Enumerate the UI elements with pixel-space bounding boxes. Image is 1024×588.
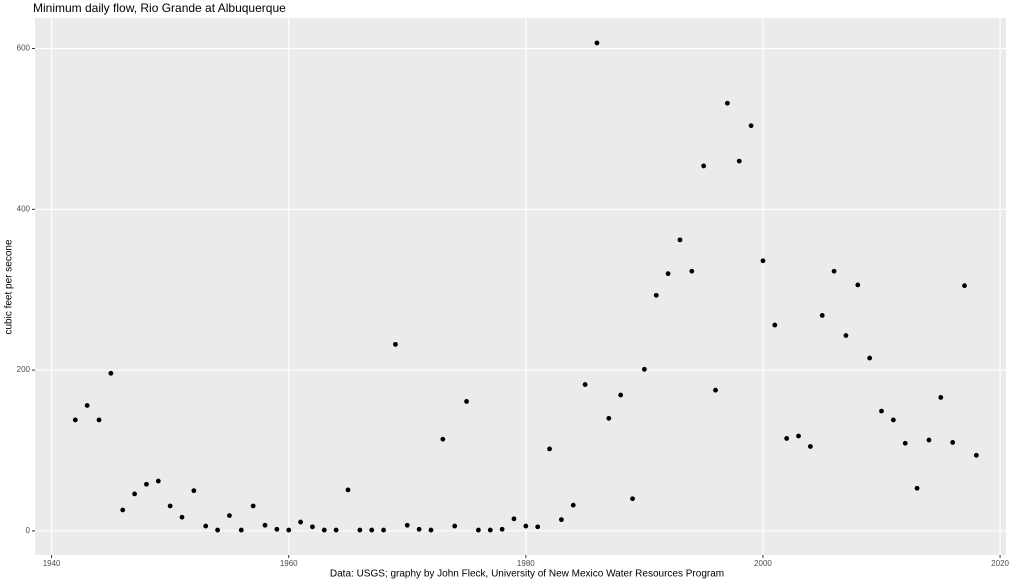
point <box>321 527 327 533</box>
point <box>274 526 280 532</box>
y-axis-label: cubic feet per secone <box>4 239 15 334</box>
point <box>724 100 730 106</box>
point <box>618 392 624 398</box>
point <box>298 519 303 525</box>
chart-title: Minimum daily flow, Rio Grande at Albuqu… <box>33 1 286 15</box>
point <box>120 507 126 513</box>
point <box>179 514 185 520</box>
point <box>736 158 742 164</box>
point <box>416 526 422 532</box>
point <box>167 503 173 509</box>
point <box>310 524 315 530</box>
point <box>748 123 754 129</box>
point <box>227 513 232 519</box>
x-tick-label: 1940 <box>43 559 61 568</box>
point <box>582 382 588 387</box>
point <box>357 527 363 533</box>
point <box>203 523 209 529</box>
point <box>902 440 908 446</box>
point <box>464 399 469 404</box>
point <box>713 387 718 393</box>
point <box>606 415 612 421</box>
point <box>677 237 683 243</box>
point <box>819 313 825 318</box>
point <box>345 487 351 493</box>
point <box>238 527 244 533</box>
y-tick-label: 400 <box>17 204 31 213</box>
x-tick-label: 1960 <box>280 559 298 568</box>
point <box>559 517 564 523</box>
x-tick-label: 2020 <box>991 559 1009 568</box>
point <box>938 395 944 400</box>
x-axis-label: Data: USGS; graphy by John Fleck, Univer… <box>330 569 724 580</box>
point <box>72 417 78 423</box>
y-tick-label: 600 <box>17 44 31 53</box>
point <box>487 527 493 533</box>
point <box>440 436 446 442</box>
point <box>784 436 790 441</box>
point <box>807 444 813 449</box>
y-tick-label: 0 <box>26 526 31 535</box>
point <box>879 408 884 414</box>
point <box>867 355 873 361</box>
point <box>381 527 386 533</box>
point <box>547 446 552 452</box>
point <box>84 403 90 408</box>
point <box>132 491 137 497</box>
point <box>796 433 801 439</box>
point <box>476 527 481 533</box>
point <box>262 522 268 528</box>
point <box>215 527 220 533</box>
point <box>523 523 529 529</box>
point <box>428 527 434 533</box>
point <box>641 366 647 372</box>
point <box>973 452 979 458</box>
point <box>962 283 967 289</box>
point <box>144 481 149 487</box>
point <box>499 526 505 532</box>
point <box>191 488 197 494</box>
point <box>890 417 896 423</box>
point <box>653 292 659 298</box>
point <box>855 282 861 288</box>
point <box>689 268 695 274</box>
point <box>843 333 849 338</box>
point <box>926 437 932 443</box>
point <box>950 440 956 445</box>
point <box>831 268 837 274</box>
x-tick-label: 2000 <box>754 559 772 568</box>
y-tick-label: 200 <box>17 365 31 374</box>
point <box>701 163 707 169</box>
point <box>96 417 102 423</box>
point <box>393 341 398 347</box>
point <box>250 503 256 509</box>
point <box>369 527 375 533</box>
point <box>404 522 410 528</box>
point <box>333 527 339 533</box>
point <box>665 271 671 277</box>
panel <box>35 18 1006 555</box>
point <box>914 485 920 491</box>
point <box>630 496 635 502</box>
point <box>772 322 778 328</box>
x-tick-label: 1980 <box>517 559 535 568</box>
point <box>511 516 517 522</box>
point <box>108 370 114 376</box>
point <box>570 502 576 508</box>
point <box>594 40 600 46</box>
point <box>535 524 541 530</box>
point <box>155 478 161 484</box>
point <box>452 523 458 529</box>
point <box>286 527 292 533</box>
point <box>760 258 766 264</box>
